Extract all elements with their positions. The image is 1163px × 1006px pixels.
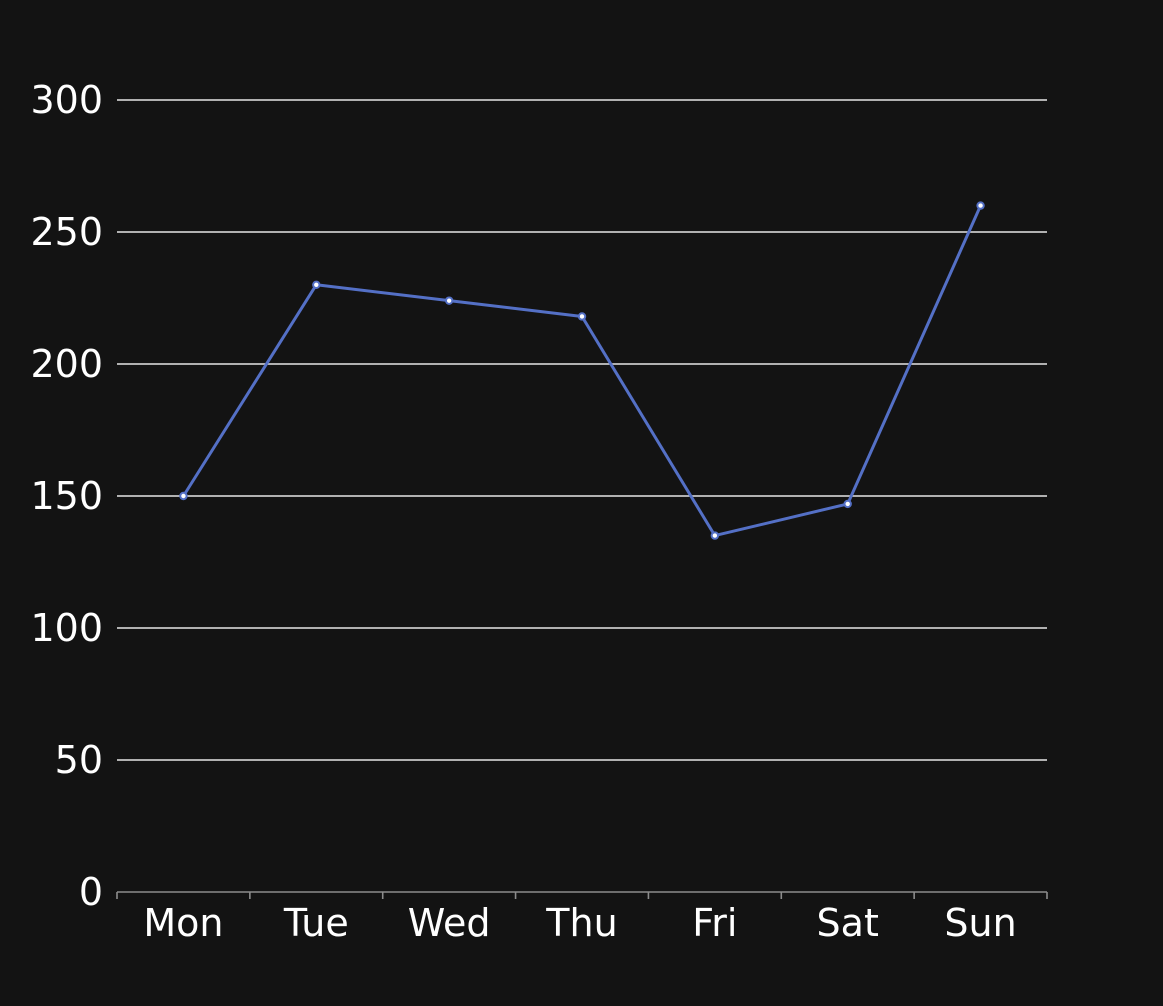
x-axis <box>116 891 1048 899</box>
x-axis-labels: Mon Tue Wed Thu Fri Sat Sun <box>143 901 1016 945</box>
y-tick-label: 50 <box>55 738 103 782</box>
x-tick-label: Sat <box>817 901 879 945</box>
grid-lines <box>117 99 1047 761</box>
series-line <box>181 204 983 538</box>
data-point-sat[interactable] <box>843 499 852 509</box>
x-tick-label: Tue <box>283 901 349 945</box>
y-tick-label: 100 <box>30 606 103 650</box>
data-point-mon[interactable] <box>179 491 188 501</box>
y-tick-label: 0 <box>79 870 103 914</box>
x-tick-label: Sun <box>944 901 1016 945</box>
data-point-wed[interactable] <box>444 296 454 305</box>
x-tick-label: Mon <box>143 901 223 945</box>
x-tick-label: Thu <box>545 901 617 945</box>
y-tick-label: 300 <box>30 78 103 122</box>
data-point-fri[interactable] <box>710 531 720 540</box>
x-tick-label: Fri <box>692 901 737 945</box>
x-tick-label: Wed <box>408 901 491 945</box>
data-point-thu[interactable] <box>577 312 587 321</box>
data-point-sun[interactable] <box>976 201 985 210</box>
y-tick-label: 150 <box>30 474 103 518</box>
y-tick-label: 200 <box>30 342 103 386</box>
series-layer <box>179 201 985 540</box>
data-point-tue[interactable] <box>312 280 321 289</box>
y-tick-label: 250 <box>30 210 103 254</box>
y-axis-labels: 0 50 100 150 200 250 300 <box>30 78 103 914</box>
